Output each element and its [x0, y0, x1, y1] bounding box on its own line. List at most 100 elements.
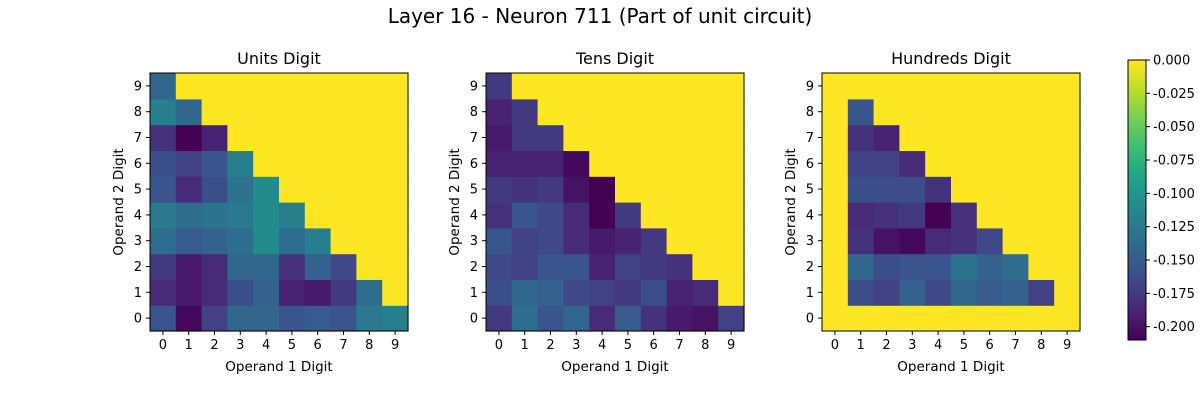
heatmap-cell: [589, 150, 616, 177]
y-axis-label: Operand 2 Digit: [783, 148, 799, 255]
heatmap-cell: [279, 279, 306, 306]
heatmap-cell: [615, 176, 642, 203]
heatmap-cell: [951, 227, 978, 255]
heatmap-cell: [227, 202, 254, 229]
y-tick-label: 1: [806, 286, 814, 301]
x-tick-label: 7: [339, 338, 347, 353]
heatmap-cell: [175, 150, 203, 177]
heatmap-cells: [822, 73, 1081, 332]
heatmap-cell: [304, 253, 332, 280]
heatmap-cell: [847, 202, 875, 229]
heatmap-cell: [899, 150, 926, 177]
heatmap-cell: [718, 73, 745, 100]
tick-group: 0 1 2 3 4 5 6 7 8 9 0 1 2 3 4 5 6 7 8 9: [134, 79, 400, 353]
x-tick-label: 4: [262, 338, 270, 353]
heatmap-cells: [486, 73, 745, 332]
heatmap-cell: [486, 176, 513, 203]
heatmap-cell: [615, 279, 642, 306]
heatmap-cell: [589, 279, 616, 306]
heatmap-cell: [175, 73, 203, 100]
heatmap-cell: [227, 73, 254, 100]
heatmap-cell: [304, 227, 332, 255]
heatmap-cell: [486, 124, 513, 151]
heatmap-cell: [511, 202, 539, 229]
heatmap-cell: [330, 253, 357, 280]
x-axis-label: Operand 1 Digit: [561, 359, 668, 375]
heatmap-cell: [1054, 305, 1081, 332]
heatmap-cell: [304, 202, 332, 229]
heatmap-cell: [279, 305, 306, 332]
heatmap-cell: [822, 202, 849, 229]
heatmap-cell: [1002, 124, 1029, 151]
colorbar: 0.000 -0.025 -0.050 -0.075 -0.100 -0.125 -0.15…: [1127, 54, 1195, 341]
heatmap-cell: [304, 176, 332, 203]
heatmap-cell: [589, 176, 616, 203]
heatmap-cell: [227, 176, 254, 203]
heatmap-cell: [227, 253, 254, 280]
x-tick-label: 9: [727, 338, 735, 353]
heatmap-cell: [1002, 98, 1029, 126]
heatmap-cell: [692, 73, 719, 100]
heatmap-cell: [511, 227, 539, 255]
heatmap-cell: [330, 176, 357, 203]
heatmap-cell: [537, 98, 564, 126]
heatmap-cell: [615, 305, 642, 332]
x-axis-label: Operand 1 Digit: [225, 359, 332, 375]
heatmap-panel-hundreds: Hundreds Digit 0 1 2 3 4 5 6 7 8 9 0 1 2 3 4 5 6 7 8 9 Oper…: [783, 49, 1081, 375]
heatmap-cell: [563, 279, 590, 306]
heatmap-cell: [822, 305, 849, 332]
heatmap-cell: [537, 176, 564, 203]
x-tick-label: 5: [624, 338, 632, 353]
heatmap-cell: [537, 279, 564, 306]
heatmap-cell: [356, 305, 383, 332]
heatmap-cell: [718, 279, 745, 306]
heatmap-cell: [692, 150, 719, 177]
colorbar-tick-label: -0.100: [1153, 187, 1195, 202]
x-tick-label: 5: [960, 338, 968, 353]
x-tick-label: 3: [572, 338, 580, 353]
heatmap-cell: [640, 73, 668, 100]
panel-title: Hundreds Digit: [891, 49, 1011, 68]
heatmap-cell: [563, 150, 590, 177]
heatmap-cell: [847, 124, 875, 151]
x-tick-label: 2: [210, 338, 218, 353]
x-tick-label: 3: [236, 338, 244, 353]
x-axis-label: Operand 1 Digit: [897, 359, 1004, 375]
heatmap-cell: [175, 305, 203, 332]
heatmap-cell: [382, 98, 409, 126]
x-tick-label: 7: [675, 338, 683, 353]
tick-group: 0 1 2 3 4 5 6 7 8 9 0 1 2 3 4 5 6 7 8 9: [806, 79, 1072, 353]
heatmap-cell: [925, 279, 952, 306]
heatmap-cell: [589, 227, 616, 255]
x-tick-label: 8: [1037, 338, 1045, 353]
heatmap-cell: [873, 176, 900, 203]
heatmap-cell: [1002, 176, 1029, 203]
heatmap-cell: [847, 279, 875, 306]
heatmap-cell: [589, 305, 616, 332]
heatmap-cell: [1002, 279, 1029, 306]
heatmap-cell: [279, 202, 306, 229]
heatmap-cell: [511, 305, 539, 332]
y-axis-label: Operand 2 Digit: [111, 148, 127, 255]
heatmap-cell: [822, 227, 849, 255]
heatmap-cell: [175, 202, 203, 229]
heatmap-cell: [1054, 150, 1081, 177]
heatmap-cell: [486, 305, 513, 332]
heatmap-cell: [873, 98, 900, 126]
heatmap-cell: [976, 176, 1004, 203]
heatmap-cell: [356, 124, 383, 151]
y-tick-label: 2: [134, 260, 142, 275]
heatmap-cell: [899, 227, 926, 255]
heatmap-cell: [201, 227, 228, 255]
heatmap-cell: [537, 73, 564, 100]
heatmap-cell: [822, 73, 849, 100]
heatmap-cell: [175, 124, 203, 151]
heatmap-cell: [150, 73, 177, 100]
heatmap-cell: [951, 98, 978, 126]
heatmap-cell: [201, 150, 228, 177]
heatmap-cell: [847, 176, 875, 203]
heatmap-cell: [951, 305, 978, 332]
heatmap-cell: [227, 98, 254, 126]
heatmap-cell: [1028, 305, 1055, 332]
heatmap-cell: [847, 150, 875, 177]
